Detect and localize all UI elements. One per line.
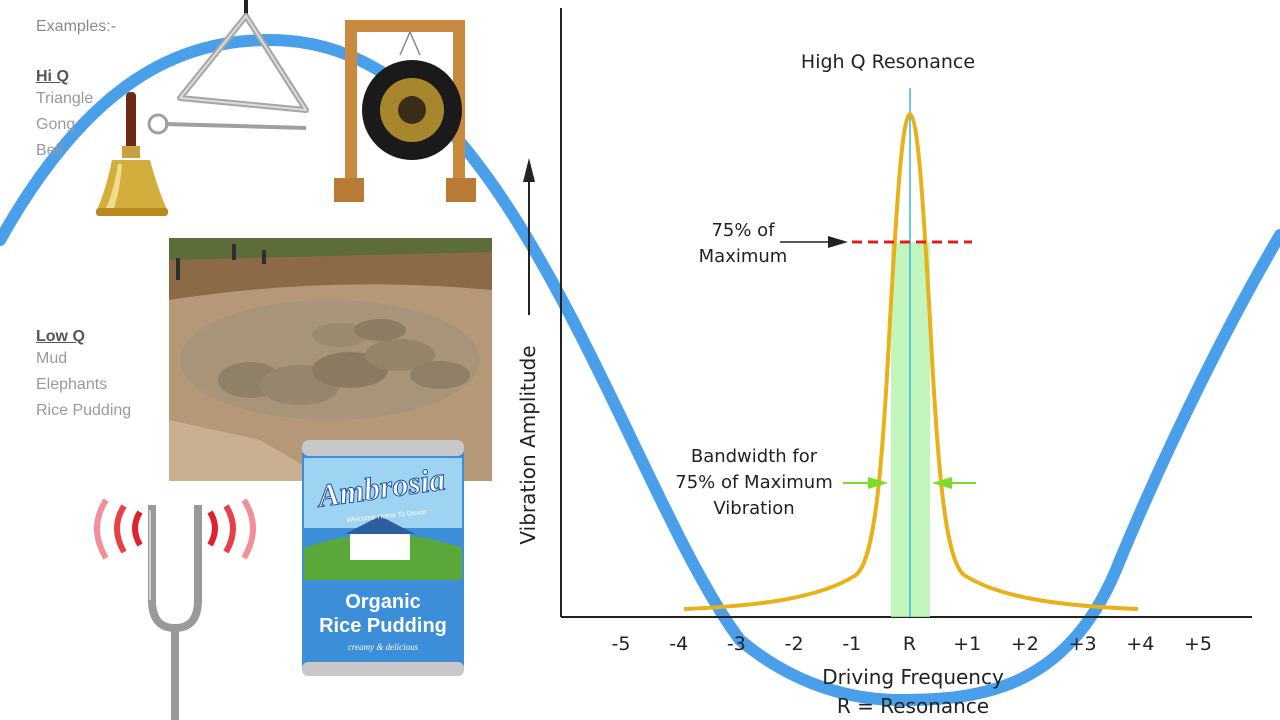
x-tick-label: -5 — [612, 633, 631, 655]
x-tick-label: R — [903, 633, 916, 655]
bandwidth-label-line2: 75% of Maximum — [675, 472, 833, 493]
bandwidth-label-line1: Bandwidth for — [691, 446, 818, 467]
low-q-title: Low Q — [36, 328, 85, 345]
can-product-line2: Rice Pudding — [319, 615, 447, 637]
low-q-item: Elephants — [36, 376, 108, 393]
x-tick-label: -2 — [785, 633, 804, 655]
resonance-curve — [683, 112, 1139, 611]
can-product-line1: Organic — [345, 591, 421, 613]
elephants-mud-photo — [169, 238, 492, 481]
graph-title: High Q Resonance — [801, 51, 975, 73]
bandwidth-arrow-right — [932, 477, 976, 489]
gong-instrument — [334, 20, 476, 202]
hi-q-item: Gong — [36, 116, 76, 133]
y-axis-arrow — [523, 158, 535, 315]
low-q-item: Mud — [36, 350, 68, 367]
can-subtitle: creamy & delicious — [348, 642, 419, 652]
x-axis-label: Driving Frequency — [822, 665, 1004, 689]
low-q-item: Rice Pudding — [36, 402, 132, 419]
x-tick-label: +1 — [953, 633, 981, 655]
x-tick-label: +5 — [1184, 633, 1212, 655]
x-tick-label: +2 — [1011, 633, 1039, 655]
tuning-fork — [148, 505, 202, 720]
bandwidth-label-line3: Vibration — [713, 498, 794, 519]
hi-q-section: Hi Q Triangle Gong Bell — [36, 68, 93, 164]
hi-q-item: Bell — [36, 142, 63, 159]
rice-pudding-can — [302, 440, 464, 676]
examples-label: Examples:- — [36, 18, 117, 35]
x-axis-ticks: -5 -4 -3 -2 -1 R +1 +2 +3 +4 +5 — [612, 633, 1212, 655]
sound-waves-icon — [94, 498, 256, 560]
low-q-section: Low Q Mud Elephants Rice Pudding — [36, 328, 131, 424]
y-axis-label: Vibration Amplitude — [516, 345, 540, 544]
annotation-75-line1: 75% of — [711, 220, 775, 241]
sine-wave — [0, 33, 1280, 707]
x-tick-label: -4 — [669, 633, 688, 655]
bell-instrument — [96, 92, 168, 216]
hi-q-title: Hi Q — [36, 68, 69, 85]
x-axis-sublabel: R = Resonance — [837, 694, 989, 718]
arrow-to-75-line — [780, 236, 848, 248]
x-tick-label: -3 — [727, 633, 746, 655]
annotation-75-line2: Maximum — [699, 246, 788, 267]
x-tick-label: +3 — [1069, 633, 1097, 655]
hi-q-item: Triangle — [36, 90, 94, 107]
triangle-instrument — [147, 0, 309, 135]
x-tick-label: -1 — [842, 633, 861, 655]
x-tick-label: +4 — [1126, 633, 1154, 655]
bandwidth-arrow-left — [843, 477, 888, 489]
